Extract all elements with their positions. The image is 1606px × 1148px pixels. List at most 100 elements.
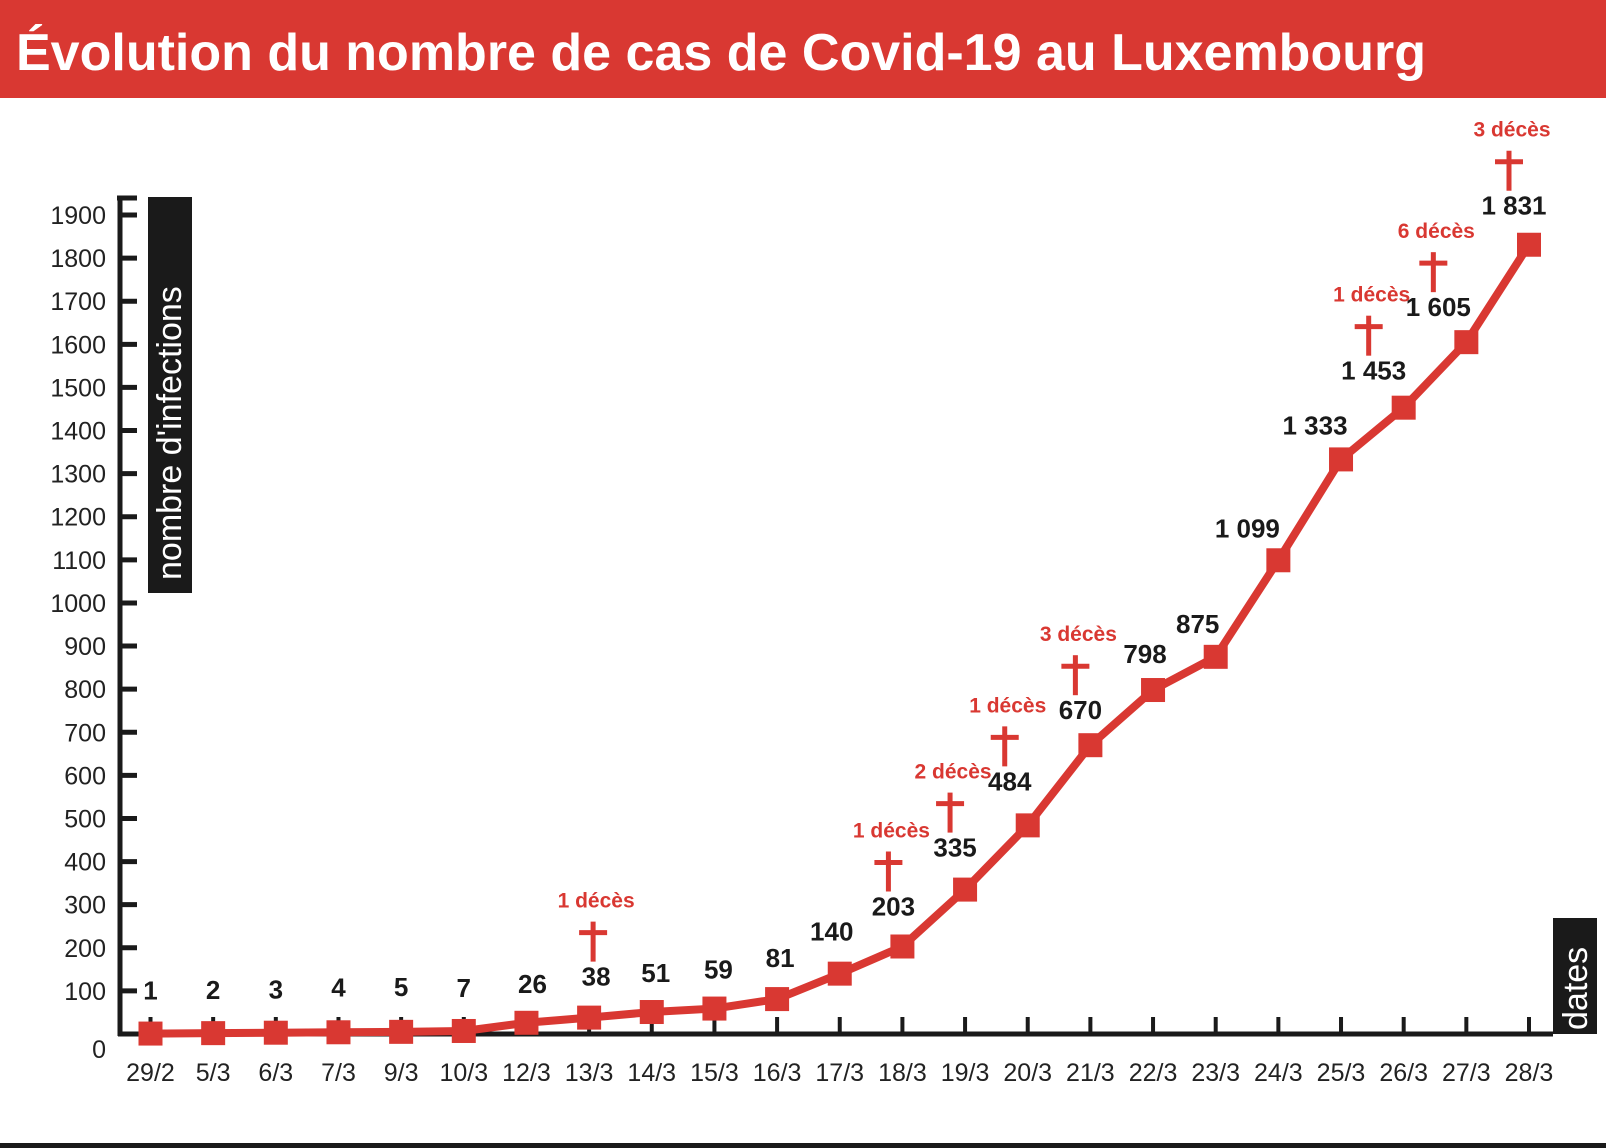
y-tick-label: 800 — [64, 676, 106, 704]
y-tick-label: 1200 — [50, 504, 106, 532]
y-tick-label: 1000 — [50, 590, 106, 618]
data-point-marker — [138, 1021, 163, 1046]
death-label: 1 décès — [1333, 284, 1410, 307]
x-axis-label: dates — [1557, 947, 1595, 1030]
x-tick-label: 20/3 — [1003, 1059, 1052, 1087]
data-point-marker — [1454, 330, 1479, 355]
data-label: 38 — [582, 962, 611, 992]
x-tick-label: 25/3 — [1317, 1059, 1366, 1087]
death-label: 3 décès — [1040, 623, 1117, 646]
data-point-marker — [765, 987, 790, 1012]
death-label: 2 décès — [915, 761, 992, 784]
data-point-marker — [1078, 733, 1103, 758]
y-axis: 0 100 200 300 400 500 600 700 800 900 1000 1100 1200… — [50, 195, 137, 1064]
y-tick-label: 0 — [92, 1036, 106, 1064]
data-point-marker — [953, 877, 978, 902]
data-point-marker — [514, 1010, 539, 1035]
y-tick-label: 400 — [64, 849, 106, 877]
x-axis-label-box — [1553, 918, 1597, 1034]
data-label: 81 — [766, 943, 795, 973]
x-tick-label: 19/3 — [941, 1059, 990, 1087]
y-axis-label: nombre d'infections — [151, 286, 189, 580]
x-tick-label: 23/3 — [1191, 1059, 1240, 1087]
data-label: 798 — [1123, 639, 1166, 669]
data-point-marker — [639, 1000, 664, 1025]
data-point-marker — [1203, 644, 1228, 669]
x-tick-label: 17/3 — [815, 1059, 864, 1087]
data-point-marker — [1329, 447, 1354, 472]
data-point-marker — [1391, 395, 1416, 420]
x-tick-label: 13/3 — [565, 1059, 614, 1087]
x-tick-label: 26/3 — [1379, 1059, 1428, 1087]
x-tick-label: 21/3 — [1066, 1059, 1115, 1087]
data-label: 484 — [988, 766, 1032, 796]
data-point-marker — [1015, 813, 1040, 838]
title-bar — [0, 0, 1606, 98]
y-tick-label: 300 — [64, 892, 106, 920]
y-tick-label: 700 — [64, 719, 106, 747]
death-label: 1 décès — [969, 694, 1046, 717]
y-axis-label-box — [148, 197, 192, 593]
data-point-marker — [890, 934, 915, 959]
data-label: 26 — [518, 969, 547, 999]
y-tick-label: 200 — [64, 935, 106, 963]
data-point-marker — [827, 961, 852, 986]
data-label: 1 099 — [1215, 513, 1280, 543]
series-line — [150, 242, 1533, 1038]
x-tick-label: 6/3 — [258, 1059, 293, 1087]
x-tick-label: 29/2 — [126, 1059, 175, 1087]
death-label: 1 décès — [558, 890, 635, 913]
data-label: 59 — [704, 955, 733, 985]
x-tick-label: 9/3 — [384, 1059, 419, 1087]
data-label: 51 — [641, 958, 670, 988]
data-point-marker — [1517, 232, 1541, 257]
data-label: 140 — [810, 917, 853, 947]
data-point-marker — [451, 1018, 476, 1043]
x-tick-label: 7/3 — [321, 1059, 356, 1087]
data-label: 1 605 — [1406, 292, 1471, 322]
y-tick-label: 900 — [64, 633, 106, 661]
data-label: 670 — [1059, 695, 1102, 725]
data-label: 2 — [206, 975, 220, 1005]
y-tick-label: 500 — [64, 805, 106, 833]
x-tick-label: 28/3 — [1505, 1059, 1554, 1087]
data-label: 875 — [1176, 609, 1219, 639]
x-tick-label: 15/3 — [690, 1059, 739, 1087]
x-tick-label: 27/3 — [1442, 1059, 1491, 1087]
x-tick-label: 12/3 — [502, 1059, 551, 1087]
y-tick-label: 1300 — [50, 461, 106, 489]
data-point-marker — [702, 996, 727, 1021]
x-tick-label: 10/3 — [439, 1059, 488, 1087]
y-tick-label: 1100 — [52, 547, 106, 575]
x-tick-label: 14/3 — [627, 1059, 676, 1087]
y-tick-label: 1600 — [50, 331, 106, 359]
data-label: 1 333 — [1282, 410, 1347, 440]
data-point-marker — [1266, 548, 1291, 573]
y-tick-label: 1700 — [50, 288, 106, 316]
bottom-rule — [0, 1143, 1606, 1148]
death-label: 6 décès — [1398, 220, 1475, 243]
data-label: 1 831 — [1481, 191, 1546, 221]
y-tick-label: 1900 — [50, 202, 106, 230]
y-tick-label: 600 — [64, 762, 106, 790]
death-label: 1 décès — [853, 819, 930, 842]
series-infections: 1 2 3 4 5 7 26 38 51 59 81 140 203 335 484 670 798 875 1 0… — [138, 119, 1551, 1046]
y-tick-label: 1400 — [50, 418, 106, 446]
data-point-marker — [326, 1020, 351, 1045]
x-tick-label: 24/3 — [1254, 1059, 1303, 1087]
y-tick-label: 100 — [64, 978, 106, 1006]
x-tick-label: 18/3 — [878, 1059, 927, 1087]
x-tick-label: 22/3 — [1129, 1059, 1178, 1087]
data-label: 1 453 — [1341, 356, 1406, 386]
data-label: 203 — [872, 891, 915, 921]
x-tick-label: 16/3 — [753, 1059, 802, 1087]
data-point-marker — [1141, 678, 1166, 703]
data-label: 1 — [143, 976, 157, 1006]
x-tick-label: 5/3 — [196, 1059, 231, 1087]
y-tick-label: 1500 — [50, 374, 106, 402]
data-label: 5 — [394, 972, 408, 1002]
data-point-marker — [263, 1020, 288, 1045]
death-label: 3 décès — [1473, 119, 1550, 142]
data-point-marker — [577, 1005, 602, 1030]
